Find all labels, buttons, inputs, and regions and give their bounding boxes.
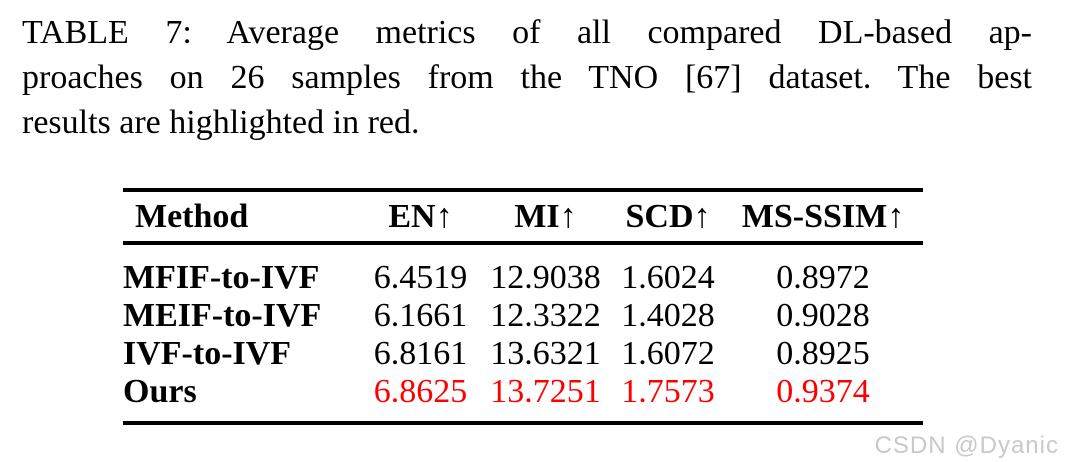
table-row-meif-to-ivf: MEIF-to-IVF 6.1661 12.3322 1.4028 0.9028: [123, 297, 923, 335]
metric-en: 6.1661: [373, 297, 468, 334]
caption-line-1: TABLE 7: Average metrics of all compared…: [22, 14, 1032, 51]
metric-en: 6.8161: [373, 335, 468, 372]
metric-mi-best: 13.7251: [490, 373, 601, 410]
metric-ms-ssim-best: 0.9374: [776, 373, 870, 410]
method-name: Ours: [123, 373, 197, 410]
watermark: CSDN @Dyanic: [874, 432, 1059, 459]
metric-en-best: 6.8625: [373, 373, 468, 410]
column-header-en: EN↑: [388, 197, 453, 235]
metric-mi: 12.3322: [490, 297, 601, 334]
column-header-method: Method: [135, 197, 249, 235]
column-header-ms-ssim: MS-SSIM↑: [741, 197, 905, 235]
metric-mi: 12.9038: [490, 259, 601, 296]
metric-mi: 13.6321: [490, 335, 601, 372]
caption-line-2: proaches on 26 samples from the TNO [67]…: [22, 59, 1032, 96]
metric-ms-ssim: 0.8972: [776, 259, 870, 296]
table-row-ours: Ours 6.8625 13.7251 1.7573 0.9374: [123, 373, 923, 423]
metrics-table-container: Method EN↑ MI↑ SCD↑ MS-SSIM↑ MFIF-to-IVF…: [123, 188, 923, 425]
metric-ms-ssim: 0.9028: [776, 297, 870, 334]
metric-scd: 1.6072: [621, 335, 715, 372]
method-name: IVF-to-IVF: [123, 335, 292, 372]
caption-line-3: results are highlighted in red.: [22, 104, 420, 141]
metric-scd-best: 1.7573: [621, 373, 715, 410]
metric-scd: 1.6024: [621, 259, 715, 296]
table-caption: TABLE 7: Average metrics of all compared…: [22, 10, 1032, 145]
metric-ms-ssim: 0.8925: [776, 335, 870, 372]
column-header-mi: MI↑: [514, 197, 577, 235]
metric-en: 6.4519: [373, 259, 468, 296]
metrics-table: Method EN↑ MI↑ SCD↑ MS-SSIM↑ MFIF-to-IVF…: [123, 188, 923, 425]
method-name: MEIF-to-IVF: [123, 297, 322, 334]
header-row: Method EN↑ MI↑ SCD↑ MS-SSIM↑: [123, 190, 923, 243]
column-header-scd: SCD↑: [625, 197, 711, 235]
method-name: MFIF-to-IVF: [123, 259, 320, 296]
table-row-ivf-to-ivf: IVF-to-IVF 6.8161 13.6321 1.6072 0.8925: [123, 335, 923, 373]
metric-scd: 1.4028: [621, 297, 715, 334]
table-row-mfif-to-ivf: MFIF-to-IVF 6.4519 12.9038 1.6024 0.8972: [123, 243, 923, 297]
